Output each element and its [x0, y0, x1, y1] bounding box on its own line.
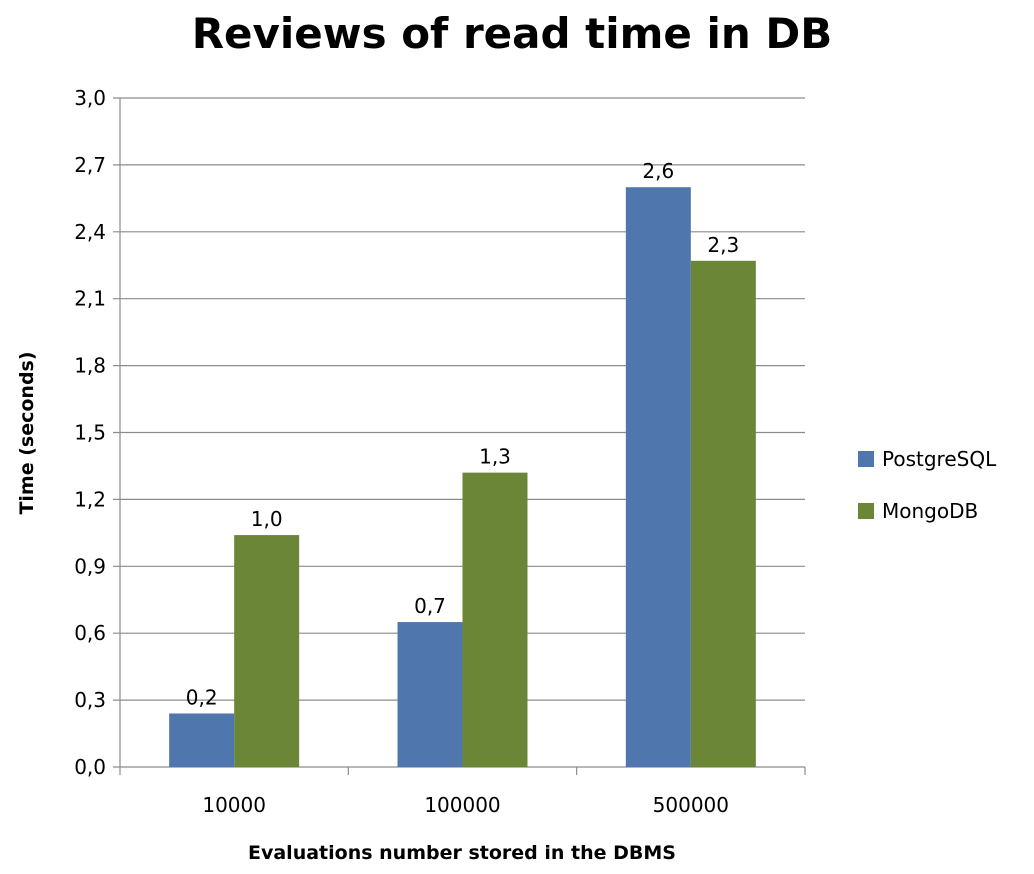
bar-postgresql-500000: [625, 187, 691, 767]
y-tick-label: 0,0: [74, 755, 106, 779]
data-label: 2,3: [707, 233, 739, 257]
bar-postgresql-100000: [397, 622, 463, 767]
bar-mongodb-500000: [690, 260, 756, 767]
y-axis-label: Time (seconds): [16, 351, 38, 514]
data-label: 0,7: [414, 594, 446, 618]
x-tick-label: 500000: [653, 793, 729, 817]
y-tick-label: 2,1: [74, 287, 106, 311]
chart-title: Reviews of read time in DB: [192, 9, 833, 58]
bar-postgresql-10000: [169, 713, 235, 767]
x-tick-label: 100000: [424, 793, 500, 817]
legend: PostgreSQL MongoDB: [858, 447, 997, 523]
y-tick-label: 3,0: [74, 86, 106, 110]
data-label: 1,0: [251, 507, 283, 531]
y-tick-label: 0,9: [74, 554, 106, 578]
bar-mongodb-10000: [234, 535, 300, 767]
x-axis-label: Evaluations number stored in the DBMS: [248, 842, 676, 864]
legend-label-mongodb: MongoDB: [882, 499, 978, 523]
y-tick-label: 1,2: [74, 487, 106, 511]
data-labels: 0,2 1,0 0,7 1,3 2,6 2,3: [186, 159, 739, 709]
data-label: 0,2: [186, 685, 218, 709]
bars: [169, 187, 756, 767]
y-tick-label: 0,6: [74, 621, 106, 645]
bar-mongodb-100000: [462, 472, 528, 767]
data-label: 2,6: [642, 159, 674, 183]
y-axis-ticks: 0,0 0,3 0,6 0,9 1,2 1,5 1,8 2,1 2,4 2,7 3,0: [74, 86, 106, 779]
legend-swatch-postgresql: [858, 451, 874, 467]
legend-swatch-mongodb: [858, 503, 874, 519]
x-tick-label: 10000: [202, 793, 266, 817]
y-tick-label: 2,7: [74, 153, 106, 177]
y-tick-label: 0,3: [74, 688, 106, 712]
y-tick-label: 1,8: [74, 354, 106, 378]
legend-label-postgresql: PostgreSQL: [882, 447, 997, 471]
gridlines: [113, 97, 806, 775]
x-axis-ticks: 10000 100000 500000: [202, 793, 729, 817]
y-tick-label: 1,5: [74, 421, 106, 445]
data-label: 1,3: [479, 445, 511, 469]
y-tick-label: 2,4: [74, 220, 106, 244]
